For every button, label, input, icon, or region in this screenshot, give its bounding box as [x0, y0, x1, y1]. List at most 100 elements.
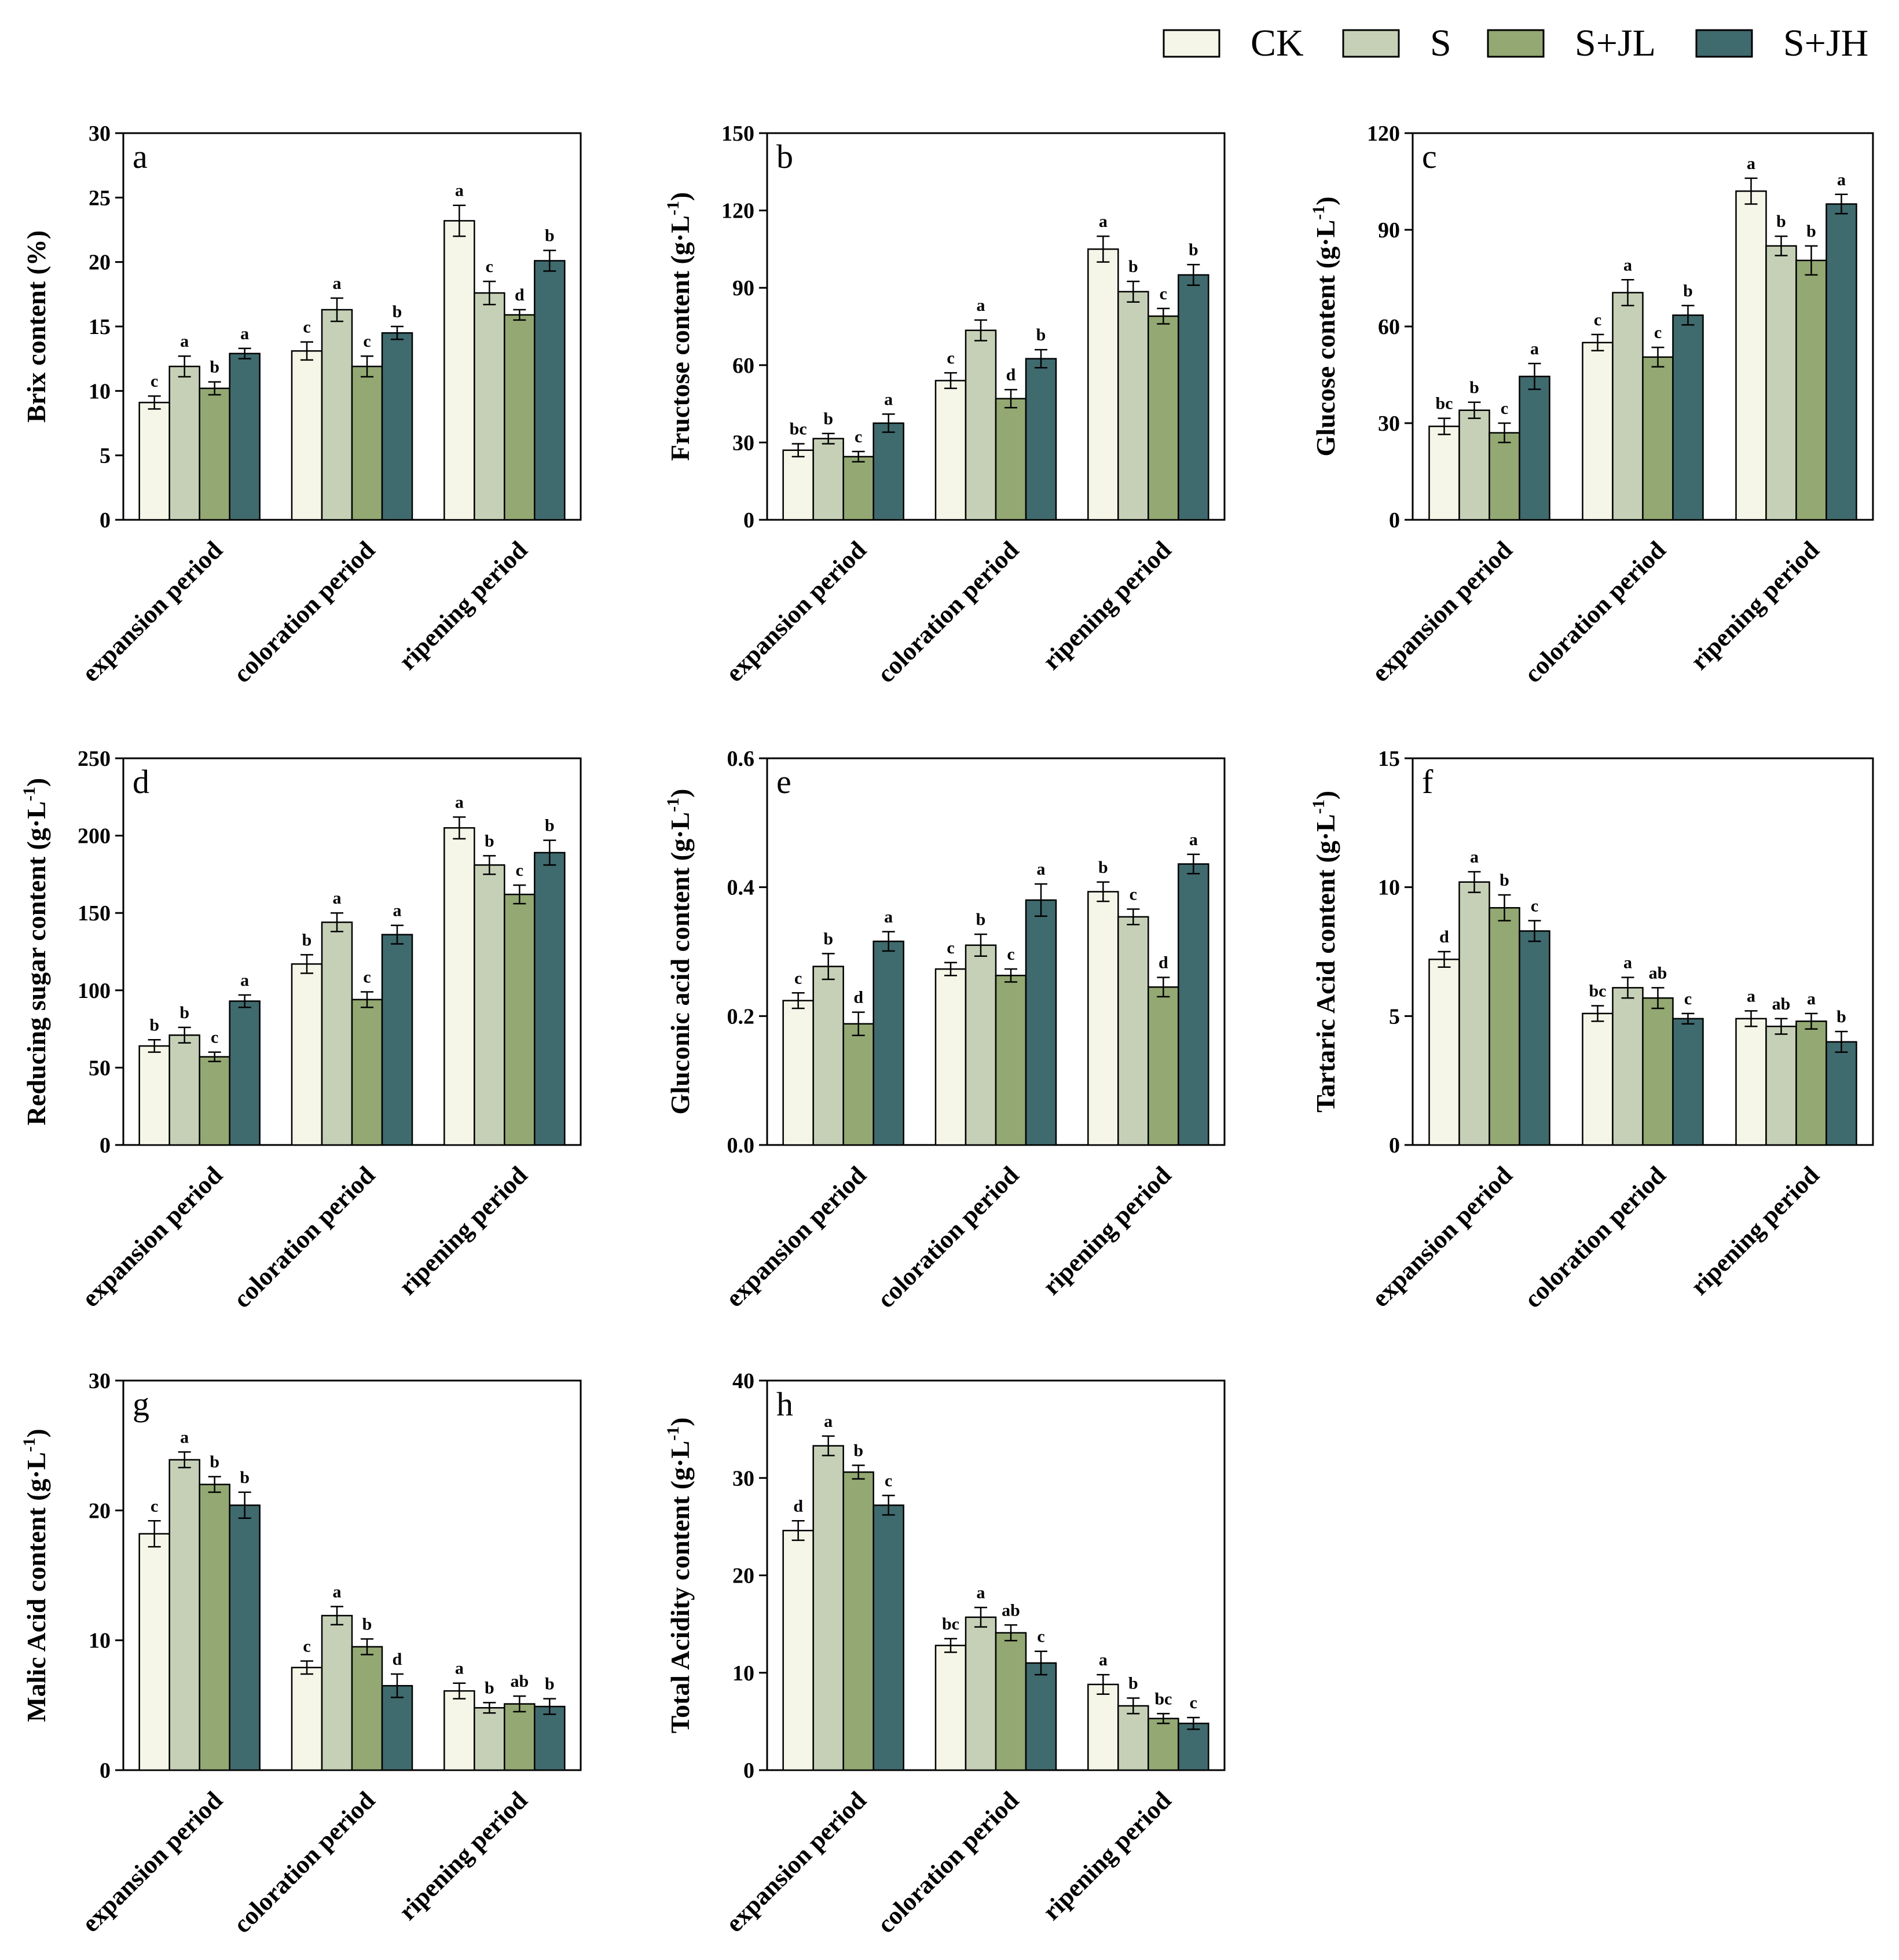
significance-letter: bc: [1154, 1689, 1172, 1708]
y-tick-label: 0: [100, 1759, 111, 1783]
significance-letter: b: [1776, 212, 1786, 231]
chart-panel-a: 0 5 10 15 20 25 30 a Brix content (%) c a b a expansi…: [21, 122, 582, 688]
y-tick-label: 150: [721, 122, 754, 146]
significance-letter: a: [180, 332, 189, 351]
significance-letter: b: [1036, 325, 1046, 344]
significance-letter: c: [1531, 897, 1538, 916]
legend-label-ck: CK: [1251, 22, 1304, 64]
significance-letter: c: [363, 332, 371, 351]
significance-letter: bc: [790, 420, 807, 439]
bar-s-1: [1612, 292, 1644, 521]
y-tick-label: 40: [732, 1369, 754, 1393]
significance-letter: b: [485, 831, 494, 850]
significance-letter: a: [1623, 953, 1632, 972]
significance-letter: c: [855, 427, 862, 446]
bar-sjh-0: [872, 422, 904, 521]
y-tick-label: 150: [78, 901, 111, 926]
bar-sjl-2: [1795, 1020, 1827, 1146]
y-tick-label: 50: [89, 1056, 111, 1080]
bar-sjh-2: [534, 1705, 566, 1771]
bar-ck-2: [1735, 1018, 1767, 1146]
significance-letter: a: [1099, 212, 1108, 231]
significance-letter: d: [1006, 365, 1016, 384]
y-tick-label: 10: [1378, 876, 1400, 900]
bar-s-1: [321, 921, 353, 1146]
significance-letter: c: [1654, 323, 1662, 342]
x-tick-label: expansion period: [76, 1161, 228, 1312]
x-tick-label: coloration period: [871, 1161, 1024, 1313]
bar-sjl-0: [842, 456, 874, 521]
significance-letter: bc: [942, 1614, 959, 1634]
bar-sjl-0: [199, 1056, 230, 1146]
significance-letter: b: [240, 1468, 250, 1487]
y-tick-label: 60: [732, 354, 754, 378]
x-tick-label: ripening period: [1037, 1786, 1176, 1925]
bar-s-2: [1117, 916, 1149, 1146]
significance-letter: c: [1037, 1627, 1044, 1646]
bar-ck-0: [138, 402, 170, 521]
bar-ck-0: [782, 1529, 814, 1771]
significance-letter: b: [1469, 378, 1479, 397]
chart-panel-e: 0.0 0.2 0.4 0.6 e Gluconic acid content (g·L-…: [663, 747, 1226, 1313]
significance-letter: c: [1130, 885, 1137, 904]
x-tick-label: coloration period: [228, 1786, 380, 1939]
significance-letter: c: [1594, 310, 1601, 329]
significance-letter: bc: [1436, 394, 1453, 413]
bar-sjh-2: [534, 851, 566, 1146]
bar-s-0: [812, 966, 844, 1146]
bar-s-1: [321, 1614, 353, 1771]
bar-s-2: [1765, 245, 1797, 521]
significance-letter: c: [151, 1496, 158, 1515]
bar-s-1: [965, 329, 997, 521]
bar-ck-1: [1582, 1012, 1614, 1146]
bar-sjh-2: [534, 260, 566, 521]
y-tick-label: 25: [89, 186, 111, 210]
y-axis-title: Tartaric Acid content (g·L-1): [1309, 791, 1340, 1113]
significance-letter: a: [1807, 989, 1816, 1008]
bar-sjh-0: [229, 353, 261, 521]
bar-ck-0: [138, 1533, 170, 1771]
x-tick-label: coloration period: [228, 1161, 380, 1313]
bar-s-2: [1765, 1025, 1797, 1146]
bar-ck-0: [782, 449, 814, 521]
bar-sjh-1: [1672, 314, 1704, 521]
significance-letter: c: [1684, 989, 1692, 1008]
panel-letter-f: f: [1422, 763, 1434, 801]
significance-letter: b: [976, 910, 986, 929]
significance-letter: b: [179, 1003, 189, 1022]
bar-ck-2: [443, 827, 475, 1146]
bar-ck-2: [1087, 891, 1119, 1146]
bar-sjh-2: [1825, 1041, 1857, 1146]
bar-ck-1: [291, 350, 323, 521]
y-tick-label: 0: [1389, 1133, 1400, 1158]
significance-letter: b: [393, 302, 402, 321]
bar-sjl-2: [504, 314, 536, 521]
panel-letter-c: c: [1422, 138, 1437, 175]
bar-ck-1: [291, 963, 323, 1146]
bar-s-0: [168, 1034, 200, 1146]
bar-sjh-0: [1519, 930, 1550, 1146]
x-tick-label: expansion period: [1366, 1161, 1518, 1312]
y-tick-label: 10: [89, 379, 111, 403]
x-tick-label: expansion period: [720, 535, 872, 687]
y-axis-title: Total Acidity content (g·L-1): [663, 1418, 695, 1734]
bar-sjh-1: [1672, 1018, 1704, 1146]
significance-letter: ab: [1772, 994, 1791, 1014]
bar-sjh-0: [872, 1504, 904, 1771]
bar-ck-1: [934, 968, 967, 1146]
bar-sjh-1: [381, 1684, 413, 1771]
bar-sjl-1: [351, 999, 383, 1146]
significance-letter: a: [1747, 986, 1755, 1005]
y-axis-title: Gluconic acid content (g·L-1): [663, 789, 695, 1115]
bar-sjl-1: [1642, 356, 1674, 521]
chart-panel-d: 0 50 100 150 200 250 d Reducing sugar content (…: [20, 747, 582, 1313]
bar-sjl-2: [1148, 315, 1179, 521]
significance-letter: a: [455, 793, 464, 812]
bar-ck-2: [1087, 248, 1119, 521]
y-tick-label: 20: [732, 1564, 754, 1588]
panel-letter-d: d: [133, 763, 149, 801]
y-axis-title: Reducing sugar content (g·L-1): [20, 778, 51, 1125]
